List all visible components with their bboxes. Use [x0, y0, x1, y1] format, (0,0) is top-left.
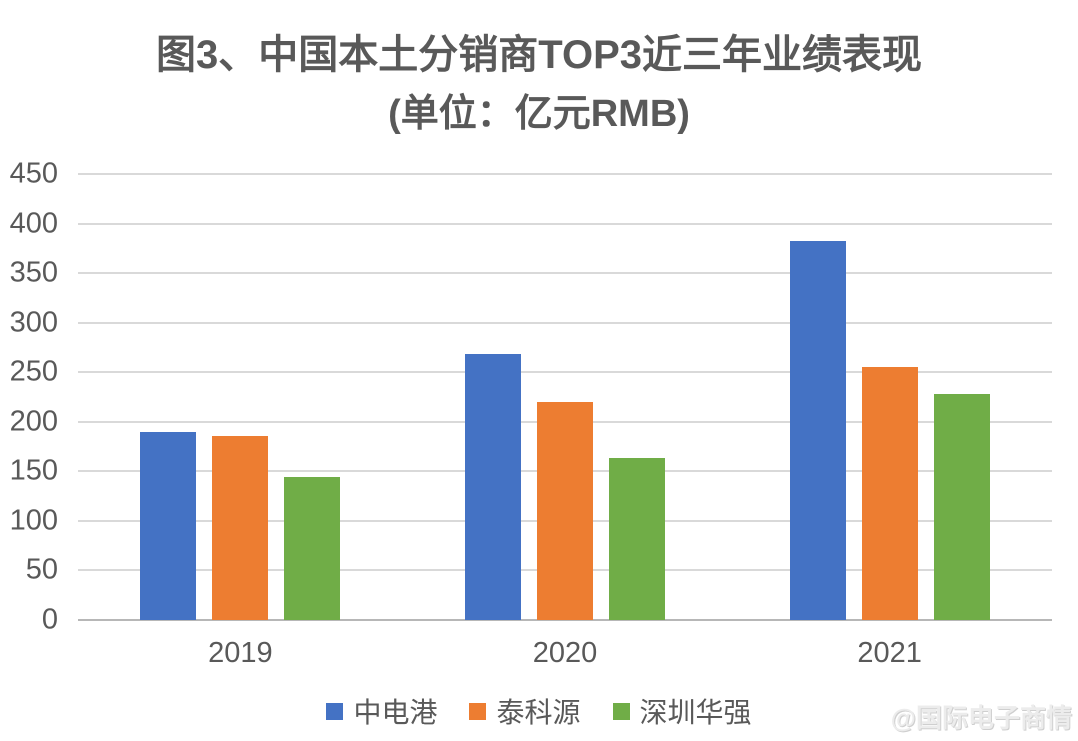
- legend-swatch-icon: [326, 702, 344, 720]
- y-tick-label: 350: [9, 256, 58, 289]
- watermark: @国际电子商情: [890, 703, 1072, 733]
- y-tick-label: 450: [9, 157, 58, 190]
- legend: 中电港 泰科源 深圳华强: [0, 691, 1078, 731]
- gridline: [78, 173, 1052, 175]
- x-tick-label: 2020: [532, 637, 598, 669]
- legend-label: 深圳华强: [639, 697, 752, 728]
- bar-group-2021: [727, 174, 1052, 620]
- y-tick-label: 100: [9, 504, 58, 537]
- bar-中电港-2021: [789, 241, 846, 620]
- bar-group-2019: [78, 174, 403, 620]
- bar-深圳华强-2019: [284, 477, 341, 620]
- gridline: [78, 222, 1052, 225]
- bar-深圳华强-2020: [608, 458, 665, 620]
- y-tick-label: 150: [9, 454, 58, 487]
- legend-label: 中电港: [353, 697, 438, 728]
- legend-item-中电港: 中电港: [326, 691, 437, 731]
- bar-深圳华强-2021: [933, 394, 990, 620]
- x-tick-label: 2019: [208, 637, 273, 669]
- chart-title: 图3、中国本土分销商TOP3近三年业绩表现: [156, 33, 922, 77]
- plot-area: [78, 173, 1052, 621]
- y-tick-label: 250: [9, 355, 58, 388]
- y-tick-label: 300: [9, 306, 58, 339]
- gridline: [78, 321, 1052, 324]
- bar-泰科源-2020: [536, 401, 593, 620]
- x-axis-line: [78, 619, 1052, 621]
- bar-group-2020: [403, 174, 728, 620]
- legend-label: 泰科源: [496, 697, 581, 728]
- legend-swatch-icon: [469, 702, 487, 720]
- legend-item-深圳华强: 深圳华强: [612, 691, 752, 731]
- y-axis: 0 50 100 150 200 250 300 350 400 450: [0, 158, 58, 636]
- y-tick-label: 50: [25, 553, 58, 586]
- bar-泰科源-2019: [212, 435, 269, 620]
- gridline: [78, 371, 1052, 374]
- legend-item-泰科源: 泰科源: [469, 691, 581, 731]
- bar-中电港-2019: [140, 431, 197, 620]
- x-tick-label: 2021: [857, 637, 922, 669]
- bar-泰科源-2021: [861, 367, 918, 620]
- y-tick-label: 400: [9, 207, 58, 240]
- bar-中电港-2020: [464, 354, 521, 620]
- legend-swatch-icon: [612, 702, 630, 720]
- gridline: [78, 272, 1052, 275]
- chart-subtitle: (单位：亿元RMB): [388, 93, 690, 135]
- y-tick-label: 200: [9, 405, 58, 438]
- y-tick-label: 0: [41, 603, 58, 636]
